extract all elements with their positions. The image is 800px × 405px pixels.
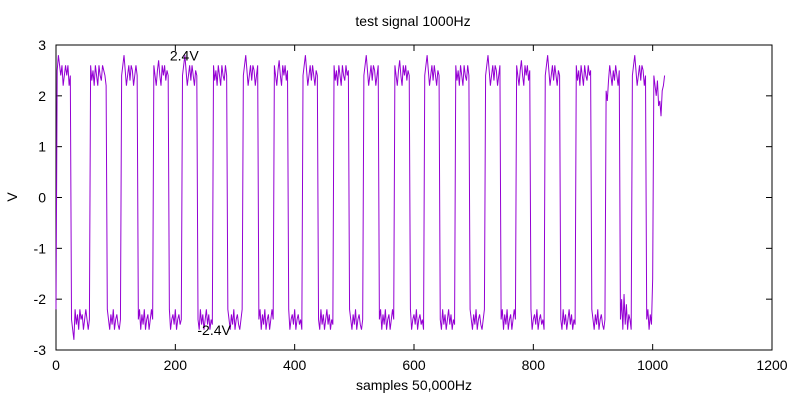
x-tick-label: 800	[522, 357, 546, 373]
y-tick-label: 1	[38, 139, 46, 155]
annotation-label: -2.4V	[197, 322, 231, 338]
x-tick-label: 200	[164, 357, 188, 373]
x-axis: 0 200 400 600 800 1000 1200	[52, 45, 788, 373]
x-tick-label: 600	[402, 357, 426, 373]
x-tick-label: 400	[283, 357, 307, 373]
annotation-label: 2.4V	[170, 47, 199, 63]
y-tick-label: -2	[34, 291, 47, 307]
y-tick-label: -3	[34, 342, 47, 358]
plot-frame	[55, 44, 773, 351]
x-tick-label: 0	[52, 357, 60, 373]
y-axis: -3 -2 -1 0 1 2 3	[34, 37, 772, 358]
y-tick-label: -1	[34, 240, 47, 256]
series-layer	[55, 55, 666, 340]
x-axis-label: samples 50,000Hz	[356, 377, 472, 393]
y-tick-label: 0	[38, 190, 46, 206]
y-tick-label: 2	[38, 88, 46, 104]
annotation-layer: 2.4V -2.4V	[170, 47, 232, 338]
y-axis-label: V	[4, 192, 20, 202]
series-line-0	[55, 55, 666, 340]
x-tick-label: 1200	[756, 357, 787, 373]
chart-title: test signal 1000Hz	[355, 13, 470, 29]
x-tick-label: 1000	[637, 357, 668, 373]
y-tick-label: 3	[38, 37, 46, 53]
